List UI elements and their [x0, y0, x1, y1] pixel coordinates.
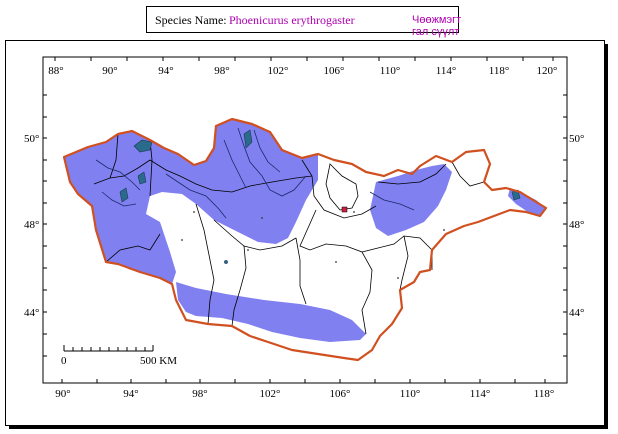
top-lon-label: 98°: [214, 65, 229, 77]
left-lat-label: 44°: [24, 307, 39, 319]
distribution-range: [64, 119, 546, 342]
scale-bar: [63, 345, 154, 352]
frame-shadow-right: [605, 44, 608, 429]
top-lon-label: 114°: [436, 65, 457, 77]
bottom-lon-label: 110°: [400, 388, 421, 400]
top-lon-label: 118°: [489, 65, 510, 77]
top-lon-label: 110°: [380, 65, 401, 77]
bottom-lon-label: 106°: [330, 388, 351, 400]
species-local-name: Чөөжмэгт гал сүүлт: [412, 14, 462, 38]
scale-end-label: 500 KM: [140, 355, 177, 367]
species-name-label: Species Name:: [155, 13, 227, 27]
top-lon-label: 88°: [48, 65, 63, 77]
town-markers: [181, 211, 445, 279]
species-title-box: Species Name: Phoenicurus erythrogaster …: [146, 6, 461, 38]
bottom-lon-label: 98°: [192, 388, 207, 400]
species-scientific-name: Phoenicurus erythrogaster: [229, 13, 355, 27]
right-lat-label: 48°: [569, 219, 584, 231]
top-lon-label: 102°: [268, 65, 289, 77]
top-lon-label: 94°: [158, 65, 173, 77]
top-lon-label: 120°: [537, 65, 558, 77]
top-ticks: [54, 57, 554, 61]
top-lon-label: 90°: [102, 65, 117, 77]
left-lat-label: 48°: [24, 219, 39, 231]
bottom-ticks: [61, 379, 546, 383]
bottom-lon-label: 102°: [260, 388, 281, 400]
side-ticks: [43, 94, 567, 357]
bottom-lon-label: 90°: [55, 388, 70, 400]
top-lon-label: 106°: [324, 65, 345, 77]
country-border: [62, 117, 548, 362]
bottom-lon-label: 118°: [534, 388, 555, 400]
left-lat-label: 50°: [24, 133, 39, 145]
bottom-lon-label: 94°: [123, 388, 138, 400]
bottom-lon-label: 114°: [470, 388, 491, 400]
rivers: [95, 127, 415, 219]
frame-shadow-bottom: [9, 426, 608, 429]
map-frame: [5, 40, 605, 426]
scale-start-label: 0: [61, 355, 67, 367]
lakes: [119, 129, 521, 264]
right-lat-label: 44°: [569, 307, 584, 319]
right-lat-label: 50°: [569, 133, 584, 145]
capital-marker: [341, 206, 348, 213]
